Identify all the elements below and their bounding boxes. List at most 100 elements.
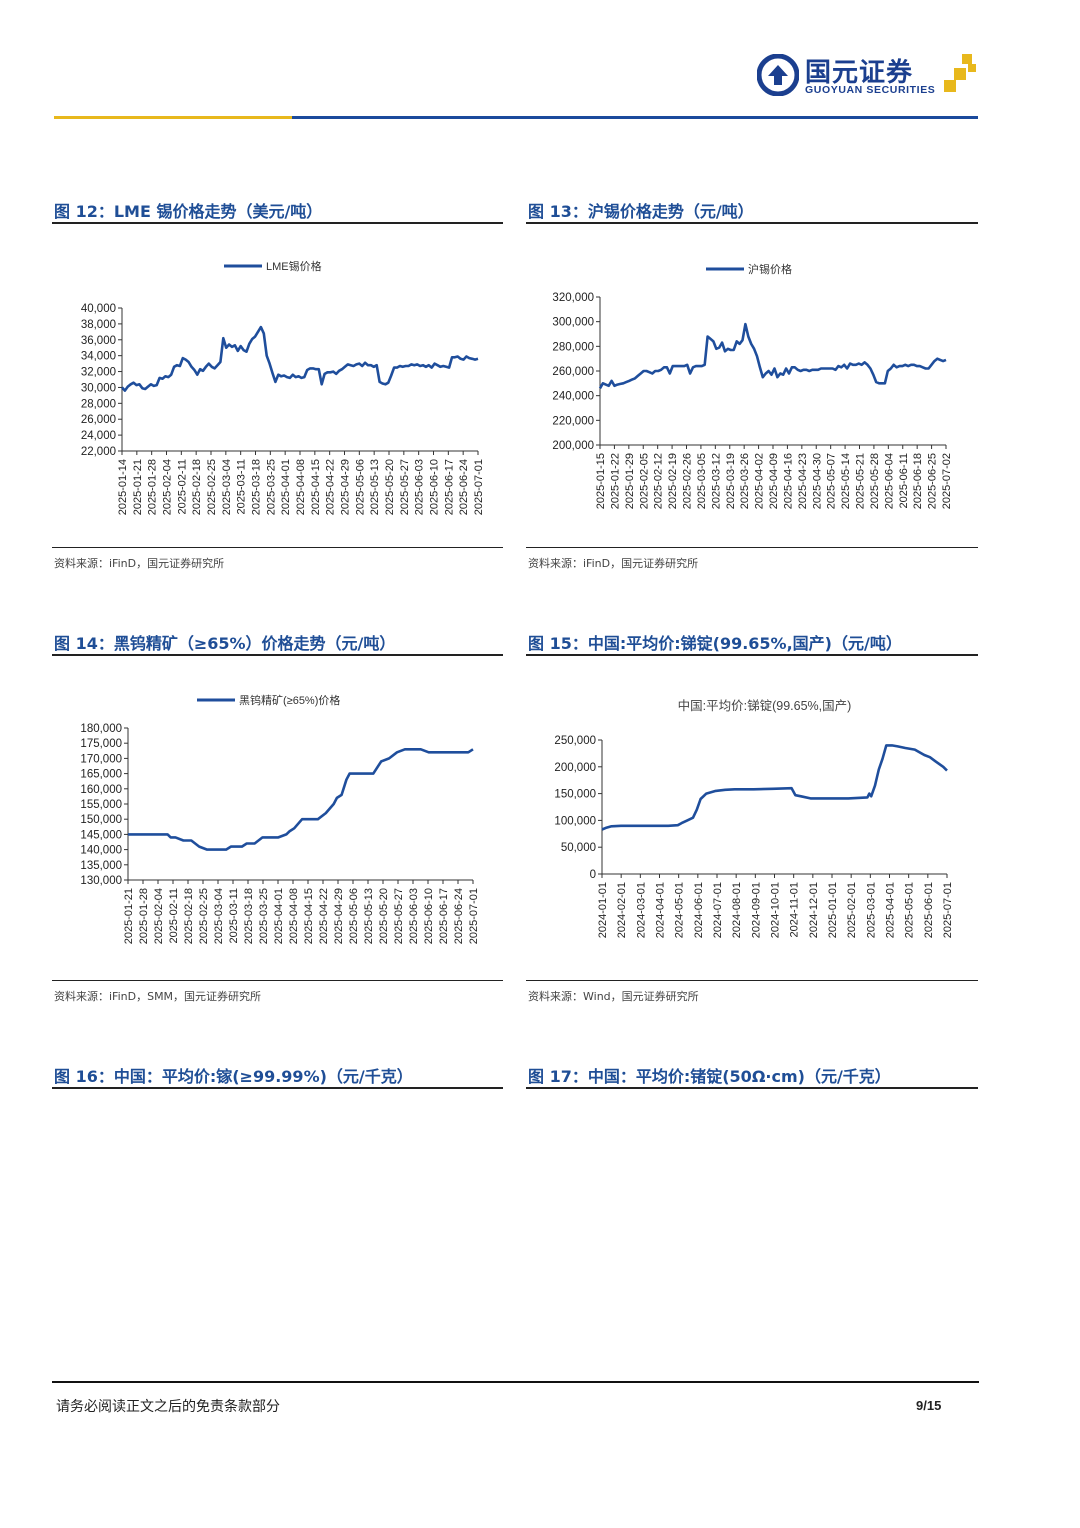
x-tick-label: 2025-05-28 [869, 453, 881, 509]
y-tick-label: 26,000 [81, 414, 116, 426]
x-tick-label: 2025-06-03 [408, 888, 420, 944]
x-tick-label: 2025-05-13 [363, 888, 375, 944]
x-tick-label: 2024-02-01 [616, 882, 628, 938]
x-tick-label: 2025-04-29 [340, 459, 352, 515]
y-tick-label: 150,000 [554, 789, 596, 801]
x-tick-label: 2025-05-06 [354, 459, 366, 515]
y-tick-label: 24,000 [81, 430, 116, 442]
figure-13-source: 资料来源：iFinD，国元证券研究所 [528, 557, 699, 570]
x-tick-label: 2025-02-11 [176, 459, 188, 514]
x-tick-label: 2025-03-26 [739, 453, 751, 509]
figure-17-title: 图 17：中国：平均价:锗锭(50Ω·cm)（元/千克） [528, 1067, 891, 1086]
figure-15-top-rule [526, 654, 978, 656]
chart-title: 中国:平均价:锑锭(99.65%,国产) [678, 698, 852, 713]
x-tick-label: 2025-01-15 [595, 453, 607, 509]
x-tick-label: 2025-05-20 [378, 888, 390, 944]
x-tick-label: 2025-02-18 [183, 888, 195, 944]
x-tick-label: 2025-07-01 [942, 882, 954, 938]
y-tick-label: 140,000 [80, 845, 122, 857]
x-tick-label: 2024-10-01 [770, 882, 782, 938]
x-tick-label: 2025-03-25 [265, 459, 277, 515]
x-tick-label: 2025-03-04 [221, 459, 233, 515]
figure-14-chart: 黑钨精矿(≥65%)价格 180,000 175,000 170,000 165,000… [80, 693, 480, 944]
x-tick-label: 2025-05-20 [384, 459, 396, 515]
x-tick-label: 2025-01-22 [609, 453, 621, 509]
x-tick-label: 2024-09-01 [750, 882, 762, 938]
x-tick-label: 2025-06-10 [423, 888, 435, 944]
y-tick-label: 165,000 [80, 769, 122, 781]
x-tick-label: 2024-03-01 [635, 882, 647, 938]
y-tick-label: 50,000 [561, 842, 596, 854]
x-tick-label: 2025-02-26 [682, 453, 694, 509]
y-tick-label: 170,000 [80, 753, 122, 765]
figure-12-top-rule [52, 222, 503, 224]
y-tick-label: 180,000 [80, 723, 122, 735]
x-tick-label: 2025-03-12 [710, 453, 722, 509]
y-tick-label: 22,000 [81, 446, 116, 458]
x-tick-label: 2025-05-14 [840, 453, 852, 509]
x-tick-label: 2025-06-17 [438, 888, 450, 944]
legend-label: 黑钨精矿(≥65%)价格 [239, 693, 340, 707]
figure-17-top-rule [526, 1087, 978, 1089]
x-tick-label: 2025-05-13 [369, 459, 381, 515]
x-tick-label: 2025-06-18 [912, 453, 924, 509]
guoyuan-logo-icon [757, 54, 799, 96]
x-tick-label: 2025-03-05 [696, 453, 708, 509]
figure-14-bottom-rule [52, 980, 503, 981]
figure-12-bottom-rule [52, 547, 503, 548]
x-tick-label: 2025-02-01 [846, 882, 858, 938]
x-tick-label: 2025-02-19 [667, 453, 679, 509]
x-tick-label: 2024-04-01 [655, 882, 667, 938]
figure-15-chart: 中国:平均价:锑锭(99.65%,国产) 250,000 200,000 150,00… [554, 698, 954, 938]
figure-15-bottom-rule [526, 980, 978, 981]
x-tick-label: 2025-02-05 [638, 453, 650, 509]
page-number: 9/15 [916, 1398, 942, 1413]
x-tick-label: 2025-03-01 [865, 882, 877, 938]
y-tick-label: 260,000 [552, 366, 594, 378]
x-tick-label: 2025-02-04 [162, 459, 174, 515]
x-tick-label: 2025-05-21 [855, 453, 867, 509]
x-tick-label: 2025-01-21 [123, 888, 135, 944]
header-rule-blue [292, 116, 978, 119]
figure-13-title: 图 13：沪锡价格走势（元/吨） [528, 202, 754, 221]
x-tick-label: 2025-04-30 [811, 453, 823, 509]
figure-14-source: 资料来源：iFinD，SMM，国元证券研究所 [54, 990, 262, 1003]
x-tick-label: 2025-04-16 [782, 453, 794, 509]
x-tick-label: 2025-03-25 [258, 888, 270, 944]
legend-label: 沪锡价格 [748, 262, 792, 276]
y-tick-label: 200,000 [554, 762, 596, 774]
x-tick-label: 2025-06-10 [429, 459, 441, 515]
figure-13-top-rule [526, 222, 978, 224]
y-tick-label: 200,000 [552, 440, 594, 452]
figure-12-source: 资料来源：iFinD，国元证券研究所 [54, 557, 225, 570]
y-tick-label: 220,000 [552, 415, 594, 427]
y-tick-label: 36,000 [81, 335, 116, 347]
x-tick-label: 2025-07-02 [941, 453, 953, 509]
y-tick-label: 38,000 [81, 319, 116, 331]
figure-16-title: 图 16：中国：平均价:镓(≥99.99%)（元/千克） [54, 1067, 413, 1086]
x-tick-label: 2025-05-27 [393, 888, 405, 944]
y-tick-label: 160,000 [80, 784, 122, 796]
x-tick-label: 2025-01-28 [147, 459, 159, 515]
figure-12-chart: LME锡价格 40,000 38,000 36,000 34,000 32,000 30,0… [81, 259, 485, 515]
x-tick-label: 2025-04-29 [333, 888, 345, 944]
y-tick-label: 175,000 [80, 738, 122, 750]
x-tick-label: 2025-05-01 [904, 882, 916, 938]
legend-label: LME锡价格 [266, 259, 322, 273]
y-tick-label: 155,000 [80, 799, 122, 811]
y-tick-label: 280,000 [552, 341, 594, 353]
x-tick-label: 2024-08-01 [731, 882, 743, 938]
price-series-line [121, 325, 479, 392]
x-tick-label: 2025-06-25 [927, 453, 939, 509]
x-tick-label: 2025-04-22 [318, 888, 330, 944]
x-tick-label: 2024-12-01 [808, 882, 820, 938]
x-tick-label: 2025-02-18 [191, 459, 203, 515]
x-tick-label: 2025-01-29 [624, 453, 636, 509]
x-tick-label: 2025-04-08 [288, 888, 300, 944]
x-tick-label: 2025-04-15 [303, 888, 315, 944]
x-tick-label: 2025-06-11 [898, 453, 910, 508]
x-tick-label: 2025-06-24 [453, 888, 465, 944]
y-tick-label: 30,000 [81, 382, 116, 394]
x-tick-label: 2025-06-01 [923, 882, 935, 938]
x-tick-label: 2025-02-25 [198, 888, 210, 944]
